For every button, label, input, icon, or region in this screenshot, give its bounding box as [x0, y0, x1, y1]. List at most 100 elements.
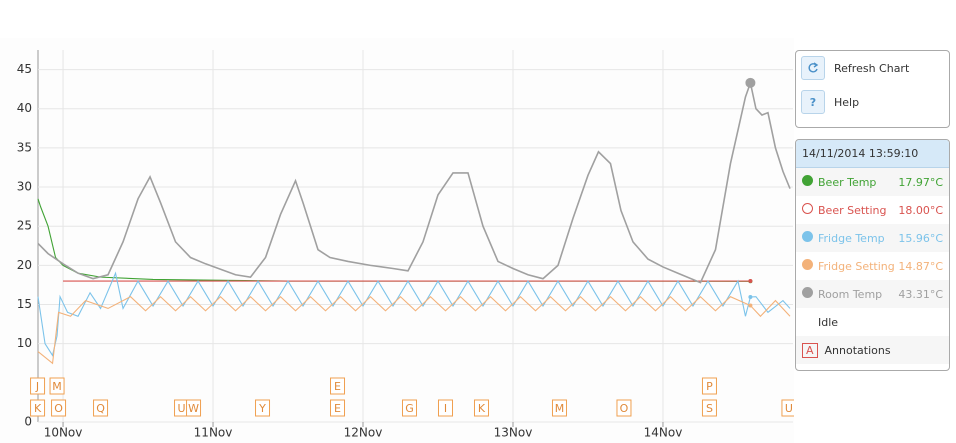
legend: 14/11/2014 13:59:10 Beer Temp 17.97°C Beer…: [795, 139, 950, 371]
legend-name: Beer Temp: [818, 176, 877, 189]
hover-point: [748, 295, 753, 300]
annotation-label: K: [34, 402, 42, 415]
legend-name: Fridge Temp: [818, 232, 885, 245]
annotation-box: [93, 399, 109, 417]
annotation-label: U: [785, 402, 793, 415]
annotations-row[interactable]: A Annotations: [796, 336, 949, 364]
legend-value: 43.31°C: [898, 287, 943, 301]
annotation-box: [616, 399, 632, 417]
y-tick-label: 30: [17, 180, 32, 194]
annotation-label: U: [177, 402, 185, 415]
y-tick-label: 10: [17, 336, 32, 350]
help-icon: ?: [801, 90, 825, 114]
annotation: E: [330, 399, 346, 417]
annotation: K: [30, 399, 46, 417]
legend-entry: Fridge Setting: [802, 259, 895, 273]
refresh-icon: [801, 56, 825, 80]
annotation-label: I: [444, 402, 447, 415]
legend-time: 14/11/2014 13:59:10: [796, 140, 949, 168]
legend-marker: [802, 231, 813, 242]
help-button[interactable]: ? Help: [796, 85, 949, 119]
annotation-box: [49, 377, 65, 395]
legend-name: Fridge Setting: [818, 260, 895, 273]
legend-row[interactable]: Room Temp 43.31°C: [796, 280, 949, 308]
annotation-box: [330, 377, 346, 395]
chart-background: [0, 38, 794, 443]
refresh-button[interactable]: Refresh Chart: [796, 51, 949, 85]
annotation-label: O: [620, 402, 629, 415]
legend-marker: [802, 175, 813, 186]
annotation-label: K: [478, 402, 486, 415]
legend-marker: [802, 259, 813, 270]
legend-marker: [802, 287, 813, 298]
hover-point: [748, 303, 753, 308]
annotation: U: [781, 399, 794, 417]
annotation-label: S: [706, 402, 713, 415]
y-tick-label: 45: [17, 62, 32, 76]
annotation-label: J: [35, 380, 39, 393]
y-tick-label: 20: [17, 258, 32, 272]
series-line: [37, 295, 791, 365]
hover-point: [745, 77, 756, 88]
legend-value: 14.87°C: [898, 259, 943, 273]
annotation-label: E: [334, 402, 341, 415]
legend-row[interactable]: Beer Temp 17.97°C: [796, 168, 949, 196]
button-panel: Refresh Chart ? Help: [795, 50, 950, 128]
x-tick-label: 12Nov: [344, 426, 383, 440]
legend-value: 15.96°C: [898, 231, 943, 245]
annotation-box: [701, 377, 717, 395]
annotation-box: [551, 399, 567, 417]
annotation-box: [255, 399, 271, 417]
y-tick-label: 40: [17, 101, 32, 115]
annotation-box: [781, 399, 794, 417]
annotation-box: [701, 399, 717, 417]
annotation: M: [551, 399, 567, 417]
state-row: Idle: [796, 308, 949, 336]
annotation: G: [402, 399, 418, 417]
button-label: Refresh Chart: [834, 61, 910, 75]
annotation-box: [437, 399, 453, 417]
annotation-icon: A: [802, 342, 818, 358]
annotation: J: [30, 377, 46, 395]
y-tick-label: 15: [17, 297, 32, 311]
annotation: W: [186, 399, 202, 417]
x-tick-label: 14Nov: [644, 426, 683, 440]
annotation: O: [616, 399, 632, 417]
state-label: Idle: [818, 316, 839, 329]
legend-row[interactable]: Fridge Setting 14.87°C: [796, 252, 949, 280]
annotation-label: M: [555, 402, 565, 415]
annotation: Y: [255, 399, 271, 417]
annotation-label: W: [188, 402, 199, 415]
annotation-box: [51, 399, 67, 417]
legend-entry: Beer Setting: [802, 203, 887, 217]
annotation-box: [330, 399, 346, 417]
y-tick-label: 0: [24, 415, 32, 429]
state-marker: [802, 315, 813, 326]
annotation-label: G: [405, 402, 414, 415]
legend-name: Beer Setting: [818, 204, 887, 217]
annotation-box: [30, 399, 46, 417]
legend-name: Room Temp: [818, 288, 883, 301]
legend-row[interactable]: Beer Setting 18.00°C: [796, 196, 949, 224]
annotation-box: [186, 399, 202, 417]
annotation: K: [473, 399, 489, 417]
annotation-label: Y: [258, 402, 266, 415]
x-tick-label: 11Nov: [194, 426, 233, 440]
annotation-box: [30, 377, 46, 395]
annotation: I: [437, 399, 453, 417]
series-line: [37, 79, 791, 284]
annotation-label: Q: [96, 402, 105, 415]
state-entry: Idle: [802, 315, 838, 329]
annotation-box: [402, 399, 418, 417]
chart: 0 10 15 20 25 30 35 40 45 10Nov 11Nov 12Nov 13Nov 14N…: [0, 38, 794, 443]
annotation-label: M: [52, 380, 62, 393]
series-line: [37, 271, 791, 357]
legend-entry: Fridge Temp: [802, 231, 885, 245]
annotation: O: [51, 399, 67, 417]
refresh-glyph: [808, 62, 819, 73]
legend-row[interactable]: Fridge Temp 15.96°C: [796, 224, 949, 252]
annotation: S: [701, 399, 717, 417]
annotation-label: O: [54, 402, 63, 415]
y-tick-label: 35: [17, 140, 32, 154]
